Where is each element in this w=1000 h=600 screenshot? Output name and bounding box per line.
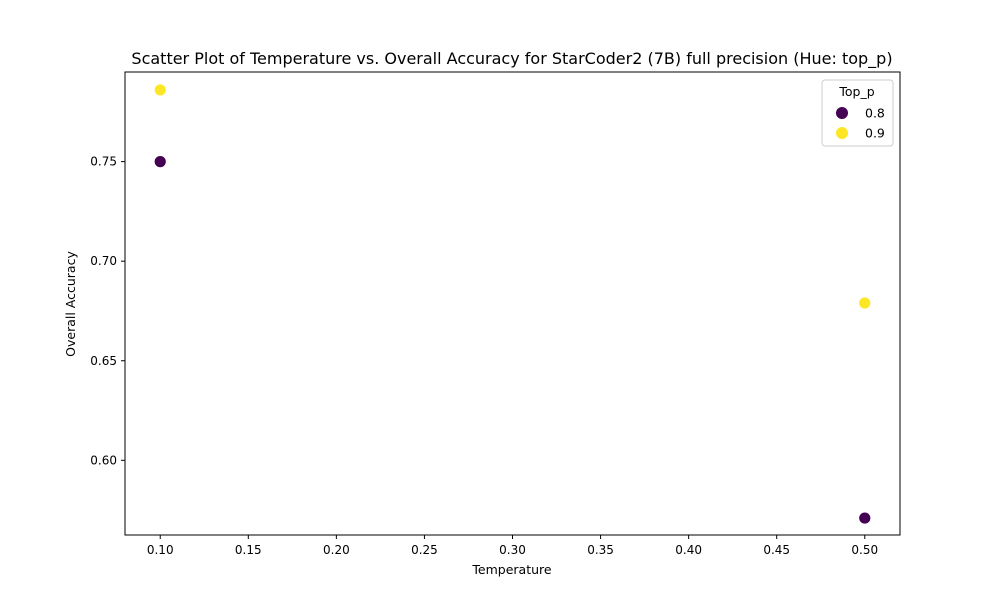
x-tick-label: 0.35: [587, 543, 614, 557]
x-axis-label: Temperature: [471, 562, 551, 577]
y-tick-label: 0.60: [90, 453, 117, 467]
y-tick-label: 0.70: [90, 254, 117, 268]
plot-area-frame: [124, 71, 901, 536]
x-tick-label: 0.40: [675, 543, 702, 557]
chart-title: Scatter Plot of Temperature vs. Overall …: [131, 49, 892, 69]
data-point-topp-0-8: [153, 155, 167, 169]
x-tick-label: 0.20: [323, 543, 350, 557]
y-tick-label: 0.65: [90, 354, 117, 368]
data-point-topp-0-9: [153, 83, 167, 97]
x-tick-label: 0.25: [411, 543, 438, 557]
x-axis-ticks: 0.10 0.15 0.20 0.25 0.30 0.35 0.40 0.45 0.50: [147, 535, 878, 557]
y-axis-ticks: 0.60 0.65 0.70 0.75: [90, 155, 125, 467]
x-tick-label: 0.50: [851, 543, 878, 557]
data-point-topp-0-9: [858, 296, 872, 310]
data-point-topp-0-8: [858, 511, 872, 525]
legend-marker: [836, 107, 848, 119]
legend-title: Top_p: [838, 84, 874, 99]
y-axis-label: Overall Accuracy: [63, 251, 78, 357]
legend-entry-label: 0.9: [865, 126, 885, 141]
x-tick-label: 0.15: [235, 543, 262, 557]
x-tick-label: 0.30: [499, 543, 526, 557]
x-tick-label: 0.45: [763, 543, 790, 557]
x-tick-label: 0.10: [147, 543, 174, 557]
legend-marker: [836, 127, 848, 139]
legend: Top_p 0.8 0.9: [821, 79, 894, 147]
legend-entry-label: 0.8: [865, 106, 885, 121]
data-points: [153, 83, 872, 525]
y-tick-label: 0.75: [90, 155, 117, 169]
